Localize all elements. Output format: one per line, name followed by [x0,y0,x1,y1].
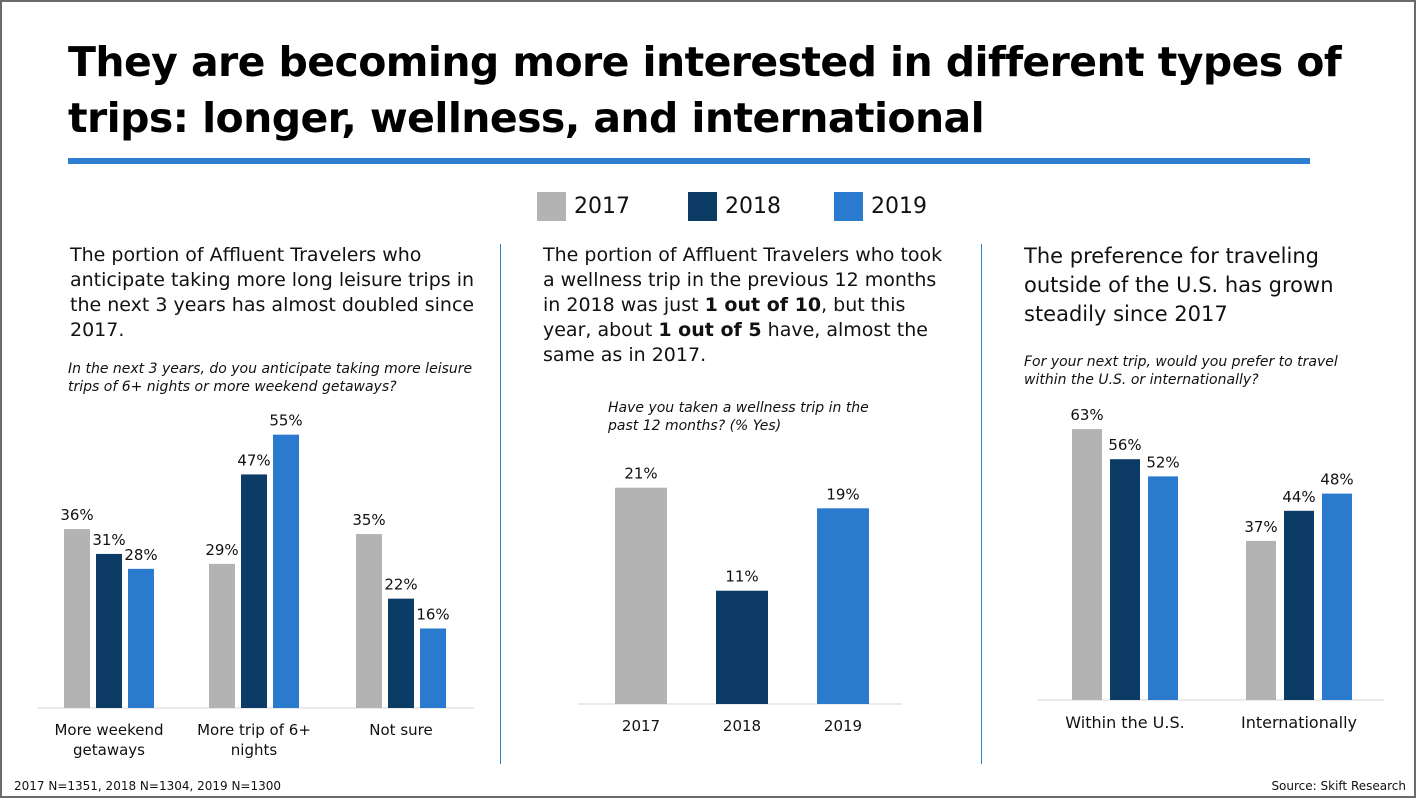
chart-2-category-label-2018: 2018 [723,717,761,735]
panel-3-description-text: The preference for traveling outside of … [1024,244,1334,326]
chart-1-bar-more-weekend-getaways-2017 [64,529,90,708]
panel-2-description-text-1: The portion of Affluent Travelers who to… [543,244,943,316]
chart-3-bar-internationally-2018 [1284,510,1314,700]
chart-1-bar-not-sure-2019 [420,628,446,708]
chart-2-bar-2019 [817,508,869,704]
source-footnote: Source: Skift Research [1271,779,1406,793]
chart-3-bar-within-the-u-s-2017 [1072,429,1102,700]
chart-3-bar-within-the-u-s-2019 [1148,476,1178,700]
chart-1-data-label-more-weekend-getaways-2017: 36% [60,506,93,524]
chart-3-bar-internationally-2017 [1246,540,1276,700]
chart-1-category-label-more-trip-of-6-nights: More trip of 6+ nights [197,721,311,759]
chart-1-data-label-not-sure-2018: 22% [384,576,417,594]
legend-label-2019: 2019 [871,194,927,219]
panel-2-description-text-3: have, almost the same as in 2017. [543,319,928,366]
panel-2-question: Have you taken a wellness trip in the pa… [608,400,869,434]
chart-1-category-label-not-sure: Not sure [369,721,432,739]
chart-1-data-label-more-weekend-getaways-2018: 31% [92,531,125,549]
sample-size-footnote: 2017 N=1351, 2018 N=1304, 2019 N=1300 [14,779,282,793]
chart-3-category-label-within-the-u-s: Within the U.S. [1065,713,1184,732]
slide-title: They are becoming more interested in dif… [68,38,1342,142]
chart-1-data-label-more-trip-of-6-nights-2017: 29% [205,541,238,559]
legend-swatch-2019 [834,192,863,221]
chart-1-bar-more-trip-of-6-nights-2017 [209,563,235,708]
chart-2-category-label-2019: 2019 [824,717,862,735]
chart-1-data-label-not-sure-2019: 16% [416,605,449,623]
chart-2-bar-2017 [615,487,667,704]
chart-1-bar-more-trip-of-6-nights-2018 [241,474,267,708]
chart-3-bar-within-the-u-s-2018 [1110,459,1140,700]
chart-2-bar-2018 [716,590,768,704]
chart-1-bar-not-sure-2017 [356,534,382,708]
legend-label-2018: 2018 [725,194,781,219]
chart-2-data-label-2019: 19% [826,485,859,503]
legend-swatch-2017 [537,192,566,221]
chart-1-bar-not-sure-2018 [388,598,414,708]
chart-3-data-label-within-the-u-s-2018: 56% [1108,436,1141,454]
chart-3-data-label-internationally-2018: 44% [1282,488,1315,506]
panel-1-question: In the next 3 years, do you anticipate t… [68,361,473,395]
chart-1-data-label-more-trip-of-6-nights-2019: 55% [269,412,302,430]
panel-divider-2 [981,244,982,764]
chart-3-data-label-within-the-u-s-2017: 63% [1070,406,1103,424]
panel-1-description: The portion of Affluent Travelers who an… [70,243,475,343]
chart-3-bar-internationally-2019 [1322,493,1352,700]
legend-label-2017: 2017 [574,194,630,219]
chart-1-bar-more-trip-of-6-nights-2019 [273,434,299,708]
chart-3-category-label-internationally: Internationally [1241,713,1357,732]
panel-2-description-highlight-2: 1 out of 5 [658,319,762,341]
chart-2-data-label-2018: 11% [725,568,758,586]
chart-1-bar-more-weekend-getaways-2019 [128,568,154,708]
panel-3-question: For your next trip, would you prefer to … [1024,354,1338,388]
chart-3-data-label-internationally-2017: 37% [1244,518,1277,536]
legend-swatch-2018 [688,192,717,221]
panel-3-description: The preference for traveling outside of … [1024,242,1384,329]
panel-2-description: The portion of Affluent Travelers who to… [543,243,958,368]
panel-2-description-highlight-1: 1 out of 10 [704,294,822,316]
panel-1-description-text: The portion of Affluent Travelers who an… [70,244,475,341]
panel-2-description-text-2: , but this year, about [543,294,906,341]
chart-1-bar-more-weekend-getaways-2018 [96,553,122,708]
chart-3-data-label-within-the-u-s-2019: 52% [1146,453,1179,471]
chart-1-data-label-more-trip-of-6-nights-2018: 47% [237,451,270,469]
chart-2-data-label-2017: 21% [624,465,657,483]
chart-1-data-label-more-weekend-getaways-2019: 28% [124,546,157,564]
title-underline [68,158,1310,164]
chart-1-data-label-not-sure-2017: 35% [352,511,385,529]
chart-1-category-label-more-weekend-getaways: More weekend getaways [54,721,163,759]
chart-2-category-label-2017: 2017 [622,717,660,735]
panel-divider-1 [500,244,501,764]
chart-3-data-label-internationally-2019: 48% [1320,471,1353,489]
